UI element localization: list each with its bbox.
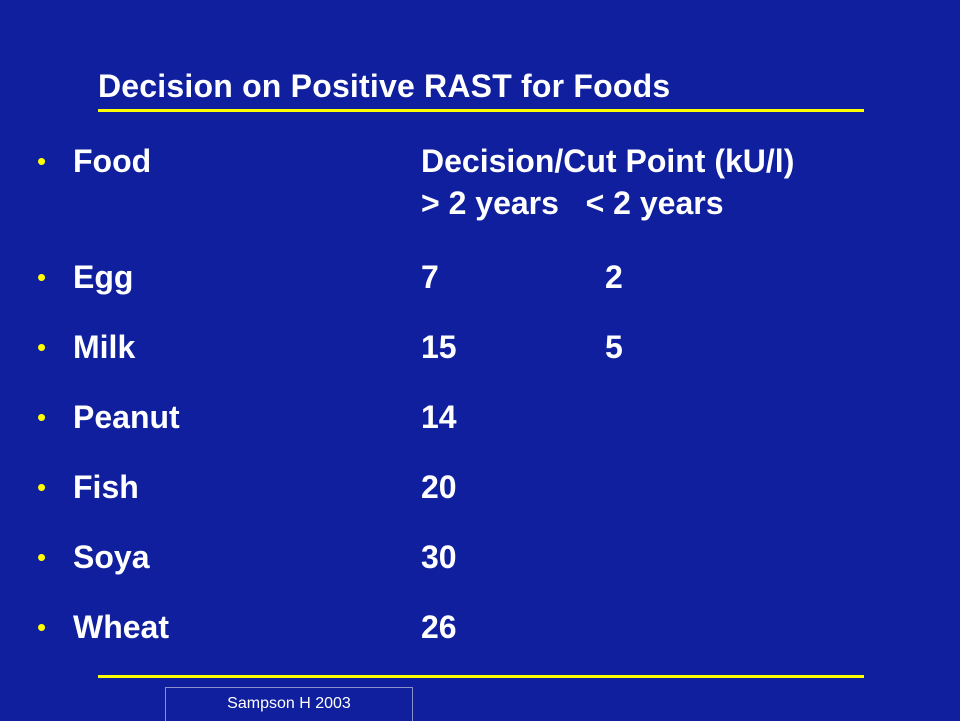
bullet-icon: • xyxy=(37,612,47,642)
food-name: Fish xyxy=(73,469,139,505)
bullet-icon: • xyxy=(37,262,47,292)
cutpoint-over-2: 20 xyxy=(421,469,457,505)
food-name: Soya xyxy=(73,539,150,575)
food-name: Wheat xyxy=(73,609,169,645)
bullet-icon: • xyxy=(37,332,47,362)
slide-title: Decision on Positive RAST for Foods xyxy=(98,68,671,104)
title-underline xyxy=(98,109,864,112)
list-item: • Wheat 26 xyxy=(0,605,960,649)
bullet-icon: • xyxy=(37,542,47,572)
list-item: • Milk 15 5 xyxy=(0,325,960,369)
cutpoint-over-2: 14 xyxy=(421,399,457,435)
food-name: Milk xyxy=(73,329,136,365)
citation: Sampson H 2003 xyxy=(165,687,413,721)
cutpoint-under-2: 5 xyxy=(605,329,623,365)
header-row: • Food Decision/Cut Point (kU/l) xyxy=(0,139,960,183)
decision-header: Decision/Cut Point (kU/l) xyxy=(421,143,795,179)
list-item: • Egg 7 2 xyxy=(0,255,960,299)
list-item: • Soya 30 xyxy=(0,535,960,579)
bullet-icon: • xyxy=(37,472,47,502)
list-item: • Fish 20 xyxy=(0,465,960,509)
list-item: • Peanut 14 xyxy=(0,395,960,439)
food-name: Peanut xyxy=(73,399,180,435)
food-header: Food xyxy=(73,143,152,179)
age-header-row: > 2 years < 2 years xyxy=(0,181,960,225)
cutpoint-over-2: 30 xyxy=(421,539,457,575)
food-name: Egg xyxy=(73,259,134,295)
bullet-icon: • xyxy=(37,402,47,432)
bullet-icon: • xyxy=(37,146,47,176)
cutpoint-under-2: 2 xyxy=(605,259,623,295)
cutpoint-over-2: 7 xyxy=(421,259,439,295)
age-header: > 2 years < 2 years xyxy=(421,185,724,221)
footer-rule xyxy=(98,675,864,678)
cutpoint-over-2: 15 xyxy=(421,329,457,365)
cutpoint-over-2: 26 xyxy=(421,609,457,645)
